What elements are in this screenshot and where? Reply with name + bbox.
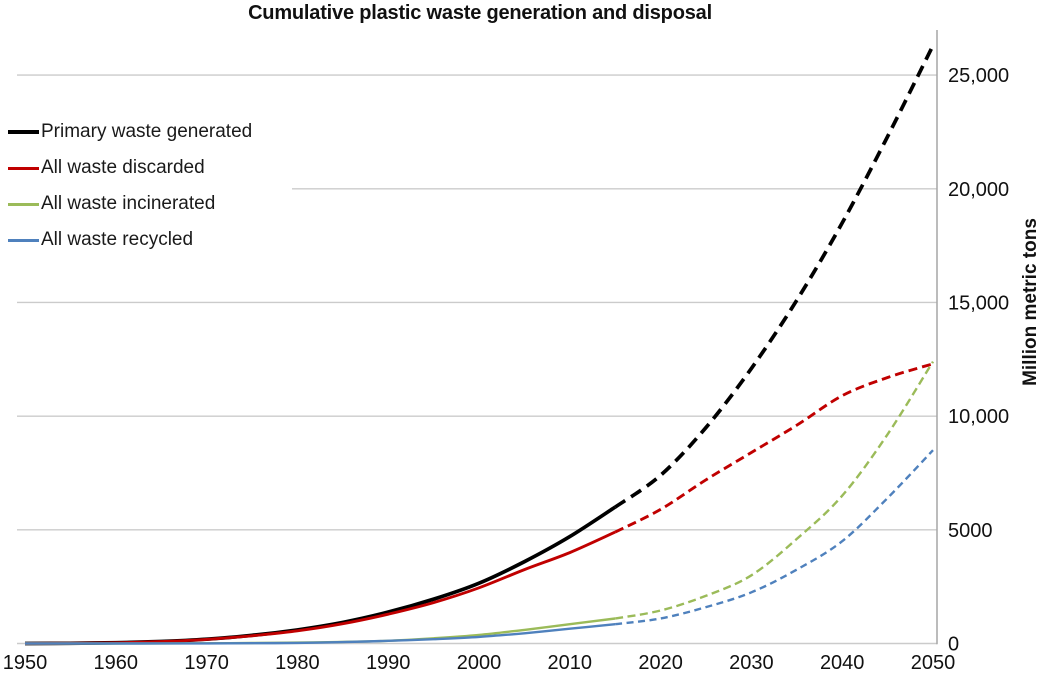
- y-axis-title: Million metric tons: [1020, 218, 1041, 386]
- series-line-dashed-3: [615, 449, 934, 626]
- x-tick-label: 1960: [94, 652, 139, 674]
- x-tick-label: 2010: [548, 652, 593, 674]
- x-tick-label: 2020: [638, 652, 683, 674]
- x-tick-label: 1950: [3, 652, 48, 674]
- legend-label: All waste recycled: [41, 229, 194, 250]
- x-tick-label: 2000: [457, 652, 502, 674]
- legend-item-primary-waste-generated: Primary waste generated: [8, 114, 292, 150]
- x-tick-label: 1990: [366, 652, 411, 674]
- legend-line-all-waste-recycled: [8, 238, 39, 242]
- legend-label: Primary waste generated: [41, 121, 253, 142]
- series-line-dashed-2: [614, 360, 935, 620]
- x-tick-label: 1970: [184, 652, 229, 674]
- chart-title: Cumulative plastic waste generation and …: [248, 2, 712, 24]
- x-tick-label: 2030: [729, 652, 774, 674]
- x-tick-label: 1980: [275, 652, 320, 674]
- legend: Primary waste generated All waste discar…: [8, 114, 292, 258]
- series-line-dashed-0: [614, 44, 935, 509]
- y-tick-label: 15,000: [948, 292, 1009, 314]
- legend-item-all-waste-recycled: All waste recycled: [8, 222, 292, 258]
- y-tick-label: 5000: [948, 520, 993, 542]
- legend-line-all-waste-incinerated: [8, 202, 39, 206]
- series-line-solid-3: [25, 623, 616, 645]
- legend-item-all-waste-discarded: All waste discarded: [8, 150, 292, 186]
- y-tick-label: 25,000: [948, 65, 1009, 87]
- legend-label: All waste discarded: [41, 157, 205, 178]
- legend-item-all-waste-incinerated: All waste incinerated: [8, 186, 292, 222]
- series-line-dashed-1: [614, 362, 934, 534]
- y-tick-label: 10,000: [948, 406, 1009, 428]
- series-line-solid-2: [25, 617, 616, 645]
- legend-label: All waste incinerated: [41, 193, 216, 214]
- legend-line-primary-waste-generated: [8, 130, 39, 134]
- series-line-solid-1: [24, 530, 616, 645]
- y-tick-label: 20,000: [948, 179, 1009, 201]
- series-line-solid-0: [24, 505, 617, 646]
- x-tick-label: 2040: [820, 652, 865, 674]
- legend-line-all-waste-discarded: [8, 166, 39, 170]
- x-tick-label: 2050: [911, 652, 956, 674]
- y-tick-label: 0: [948, 634, 959, 656]
